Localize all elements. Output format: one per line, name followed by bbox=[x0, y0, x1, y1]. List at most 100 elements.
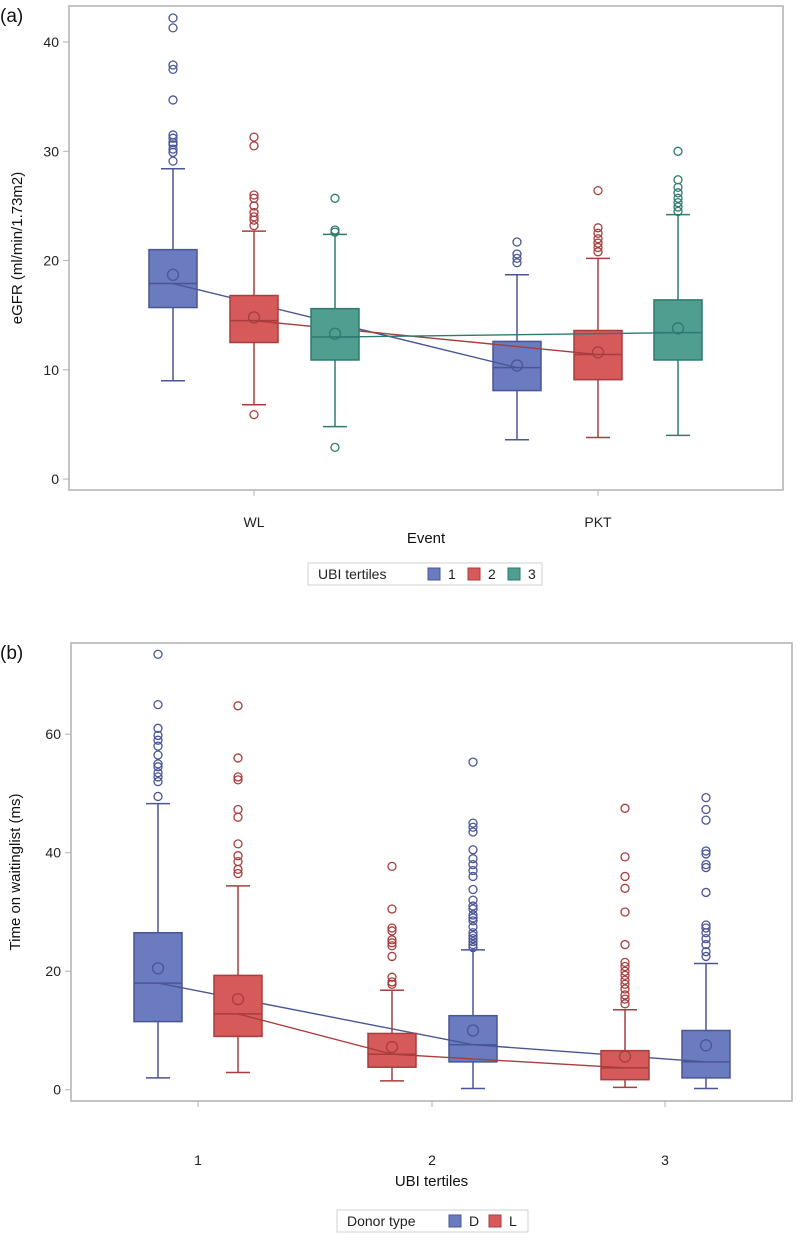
outlier-point bbox=[512, 249, 522, 259]
outlier-point bbox=[701, 939, 711, 950]
outlier-point bbox=[233, 701, 243, 711]
outlier-point bbox=[468, 757, 478, 767]
median-trend-line bbox=[253, 319, 599, 356]
outlier-point bbox=[620, 803, 630, 813]
legend-swatch-2 bbox=[467, 567, 481, 581]
outlier-point bbox=[153, 723, 163, 733]
outlier-point bbox=[593, 234, 603, 244]
y-tick-label: 0 bbox=[53, 1082, 61, 1098]
mean-marker bbox=[247, 311, 261, 324]
box-D-1 bbox=[133, 649, 183, 1079]
outlier-point bbox=[620, 970, 630, 981]
box-L-3 bbox=[600, 803, 650, 1089]
outlier-point bbox=[468, 942, 478, 953]
x-tick-label: PKT bbox=[584, 514, 612, 530]
iqr-box bbox=[367, 1032, 417, 1068]
outlier-point bbox=[468, 928, 478, 938]
outlier-point bbox=[233, 804, 243, 815]
mean-marker bbox=[618, 1050, 632, 1063]
legend-swatch-D bbox=[448, 1214, 462, 1228]
outlier-point bbox=[701, 815, 711, 825]
outlier-point bbox=[249, 207, 259, 218]
iqr-box bbox=[148, 248, 198, 309]
outlier-point bbox=[153, 776, 163, 787]
outlier-point bbox=[249, 220, 259, 231]
outlier-point bbox=[233, 839, 243, 849]
outlier-point bbox=[701, 804, 711, 815]
x-axis-title: UBI tertiles bbox=[395, 1173, 468, 1190]
series-2 bbox=[229, 132, 623, 439]
box-D-3 bbox=[681, 792, 731, 1090]
outlier-point bbox=[468, 913, 478, 923]
x-tick-label: 3 bbox=[661, 1152, 669, 1168]
x-tick-label: 1 bbox=[194, 1152, 202, 1168]
outlier-point bbox=[387, 861, 397, 872]
outlier-point bbox=[673, 188, 683, 198]
box-2-WL bbox=[229, 132, 279, 420]
outlier-point bbox=[468, 931, 478, 941]
outlier-point bbox=[673, 193, 683, 203]
outlier-point bbox=[701, 934, 711, 944]
outlier-point bbox=[468, 859, 478, 870]
legend-frame bbox=[307, 562, 543, 586]
x-tick-label: WL bbox=[244, 514, 265, 530]
outlier-point bbox=[593, 223, 603, 233]
outlier-point bbox=[168, 60, 178, 70]
iqr-box bbox=[681, 1029, 731, 1079]
outlier-point bbox=[620, 883, 630, 893]
iqr-box bbox=[653, 299, 703, 361]
outlier-point bbox=[153, 772, 163, 782]
outlier-point bbox=[168, 13, 178, 23]
outlier-point bbox=[249, 132, 259, 142]
outlier-point bbox=[468, 854, 478, 864]
outlier-point bbox=[701, 846, 711, 856]
box-L-2 bbox=[367, 861, 417, 1082]
outlier-point bbox=[673, 206, 683, 217]
outlier-point bbox=[387, 926, 397, 936]
outlier-point bbox=[620, 871, 630, 882]
outlier-point bbox=[249, 193, 259, 203]
outlier-point bbox=[387, 938, 397, 948]
outlier-point bbox=[620, 999, 630, 1009]
iqr-box bbox=[492, 340, 542, 392]
outlier-point bbox=[387, 951, 397, 962]
outlier-point bbox=[468, 922, 478, 932]
box-3-PKT bbox=[653, 146, 703, 437]
panel-b: (b) 0 20 40 60 1 2 3 UBI tertiles Time on waiting… bbox=[0, 642, 793, 1233]
outlier-point bbox=[153, 791, 163, 802]
outlier-point bbox=[249, 212, 259, 222]
outlier-point bbox=[701, 951, 711, 962]
mean-marker bbox=[699, 1039, 713, 1052]
outlier-point bbox=[233, 775, 243, 785]
outlier-point bbox=[233, 772, 243, 782]
mean-marker bbox=[151, 962, 165, 975]
outlier-point bbox=[593, 238, 603, 248]
box-3-WL bbox=[310, 193, 360, 453]
outlier-point bbox=[620, 907, 630, 917]
outlier-point bbox=[249, 141, 259, 151]
outlier-point bbox=[620, 966, 630, 976]
outlier-point bbox=[673, 146, 683, 156]
legend: Donor type D L bbox=[336, 1209, 529, 1233]
plot-frame bbox=[68, 5, 784, 491]
legend-title: Donor type bbox=[347, 1213, 416, 1229]
box-1-PKT bbox=[492, 237, 542, 441]
outlier-point bbox=[168, 64, 178, 75]
outlier-point bbox=[153, 759, 163, 769]
outlier-point bbox=[673, 198, 683, 208]
outlier-point bbox=[701, 887, 711, 898]
panel-label: (a) bbox=[0, 6, 23, 27]
outlier-point bbox=[620, 990, 630, 1000]
outlier-point bbox=[512, 253, 522, 264]
box-L-1 bbox=[213, 701, 263, 1074]
outlier-point bbox=[468, 818, 478, 828]
outlier-point bbox=[512, 258, 522, 268]
outlier-point bbox=[593, 185, 603, 196]
outlier-point bbox=[168, 23, 178, 33]
y-tick-label: 10 bbox=[43, 362, 59, 378]
mean-marker bbox=[231, 992, 245, 1006]
legend-title: UBI tertiles bbox=[318, 566, 386, 582]
iqr-box bbox=[229, 294, 279, 344]
box-2-PKT bbox=[573, 185, 623, 439]
